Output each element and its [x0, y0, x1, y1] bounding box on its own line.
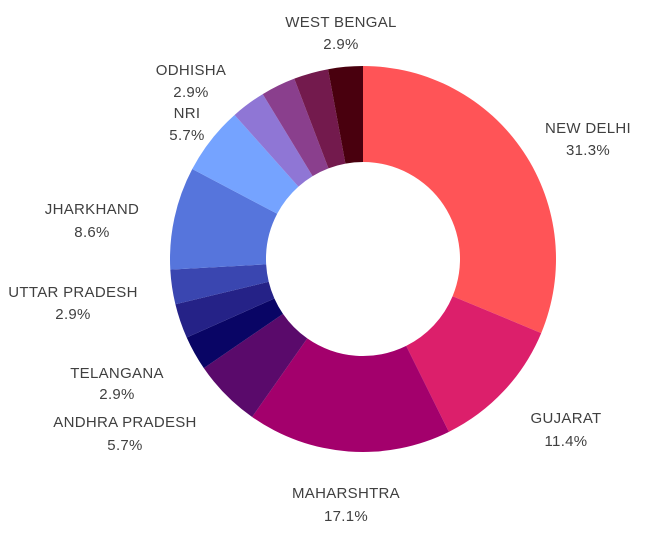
label-uttar-pradesh: UTTAR PRADESH [8, 284, 137, 301]
slice-nri [192, 114, 299, 214]
slice-unlabeled-4 [186, 298, 283, 369]
label-telangana: TELANGANA [70, 365, 164, 382]
slice-unlabeled-11 [294, 69, 346, 169]
slice-west-bengal [328, 66, 363, 164]
label-west-bengal: WEST BENGAL [285, 14, 396, 31]
slice-telangana [175, 281, 275, 338]
slice-uttar-pradesh [170, 264, 269, 305]
pct-new-delhi: 31.3% [566, 142, 610, 159]
slice-maharshtra [252, 338, 449, 453]
pct-andhra-pradesh: 5.7% [107, 437, 142, 454]
label-jharkhand: JHARKHAND [45, 201, 139, 218]
pct-west-bengal: 2.9% [323, 36, 358, 53]
label-andhra-pradesh: ANDHRA PRADESH [53, 414, 196, 431]
pct-nri: 5.7% [169, 127, 204, 144]
label-odhisha: ODHISHA [156, 62, 226, 79]
slice-gujarat [406, 296, 542, 432]
pct-uttar-pradesh: 2.9% [55, 306, 90, 323]
slice-odhisha [262, 78, 329, 177]
pct-gujarat: 11.4% [545, 433, 588, 450]
label-new-delhi: NEW DELHI [545, 120, 631, 137]
slice-jharkhand [169, 169, 278, 270]
label-nri: NRI [174, 105, 201, 122]
slice-new-delhi [363, 66, 556, 334]
pct-odhisha: 2.9% [173, 84, 208, 101]
pct-telangana: 2.9% [99, 386, 134, 403]
slice-andhra-pradesh [203, 313, 308, 417]
slice-unlabeled-9 [234, 94, 313, 187]
pct-jharkhand: 8.6% [74, 224, 109, 241]
donut-slices [169, 66, 556, 453]
label-maharshtra: MAHARSHTRA [292, 485, 400, 502]
label-gujarat: GUJARAT [531, 410, 602, 427]
pct-maharshtra: 17.1% [324, 508, 368, 525]
